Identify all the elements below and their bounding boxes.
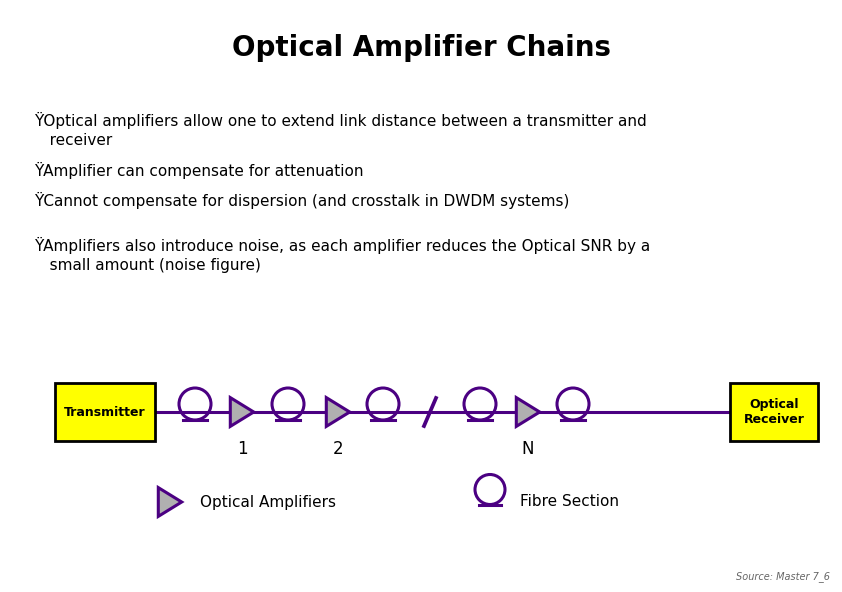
Polygon shape — [516, 398, 540, 426]
Text: ŸAmplifiers also introduce noise, as each amplifier reduces the Optical SNR by a: ŸAmplifiers also introduce noise, as eac… — [35, 237, 650, 272]
Text: ŸOptical amplifiers allow one to extend link distance between a transmitter and
: ŸOptical amplifiers allow one to extend … — [35, 112, 647, 147]
Text: 2: 2 — [333, 440, 344, 458]
Text: Fibre Section: Fibre Section — [520, 494, 619, 510]
Polygon shape — [158, 488, 182, 516]
Text: 1: 1 — [237, 440, 248, 458]
Polygon shape — [231, 398, 253, 426]
Polygon shape — [327, 398, 349, 426]
Text: Optical Amplifiers: Optical Amplifiers — [200, 494, 336, 510]
Bar — [55, 383, 155, 441]
Text: Optical Amplifier Chains: Optical Amplifier Chains — [232, 34, 610, 62]
Text: Optical
Receiver: Optical Receiver — [743, 398, 804, 426]
Bar — [730, 383, 818, 441]
Text: ŸCannot compensate for dispersion (and crosstalk in DWDM systems): ŸCannot compensate for dispersion (and c… — [35, 192, 569, 209]
Text: Source: Master 7_6: Source: Master 7_6 — [736, 571, 830, 582]
Text: N: N — [522, 440, 535, 458]
Text: ŸAmplifier can compensate for attenuation: ŸAmplifier can compensate for attenuatio… — [35, 162, 364, 179]
Text: Transmitter: Transmitter — [64, 406, 146, 419]
